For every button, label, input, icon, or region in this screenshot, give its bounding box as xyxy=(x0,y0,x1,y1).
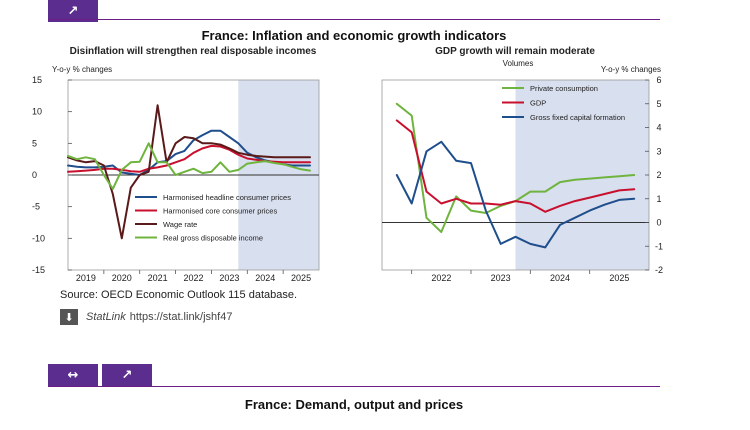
legend-label: Harmonised headline consumer prices xyxy=(163,193,291,202)
x-tick-label: 2022 xyxy=(431,273,451,283)
figure-title: France: Inflation and economic growth in… xyxy=(201,28,507,43)
expand-table-button[interactable]: ↗ xyxy=(102,364,152,386)
legend-label: Wage rate xyxy=(163,220,197,229)
y-tick-label: 10 xyxy=(32,107,42,117)
statlink[interactable]: ⬇ StatLink https://stat.link/jshf47 xyxy=(60,309,232,325)
series-line xyxy=(395,140,636,249)
series-line xyxy=(67,142,311,190)
chart-subtitle: Volumes xyxy=(503,59,534,68)
statlink-url[interactable]: https://stat.link/jshf47 xyxy=(129,311,233,323)
legend-label: Real gross disposable income xyxy=(163,234,263,243)
x-tick-label: 2020 xyxy=(112,273,132,283)
figure-top-rule xyxy=(48,19,660,20)
y-tick-label: 1 xyxy=(656,194,661,204)
y-tick-label: 6 xyxy=(656,75,661,85)
y-tick-label: 2 xyxy=(656,170,661,180)
table-title: France: Demand, output and prices xyxy=(244,397,464,412)
y-tick-label: 5 xyxy=(32,138,37,148)
y-tick-label: -10 xyxy=(32,233,45,243)
x-tick-label: 2021 xyxy=(148,273,168,283)
y-tick-label: -5 xyxy=(32,202,40,212)
y-tick-label: 0 xyxy=(32,170,37,180)
legend-label: Harmonised core consumer prices xyxy=(163,207,277,216)
series-line xyxy=(395,119,636,213)
chart-title: Disinflation will strengthen real dispos… xyxy=(70,46,317,57)
expand-figure-button[interactable]: ↗ xyxy=(48,0,98,22)
y-tick-label: 15 xyxy=(32,75,42,85)
series-line xyxy=(67,104,311,240)
y-tick-label: 5 xyxy=(656,99,661,109)
download-icon[interactable]: ⬇ xyxy=(60,309,78,325)
x-tick-label: 2023 xyxy=(491,273,511,283)
swap-view-button[interactable]: ↔ xyxy=(48,364,98,386)
x-tick-label: 2025 xyxy=(291,273,311,283)
charts-canvas: Disinflation will strengthen real dispos… xyxy=(32,46,663,283)
section-rule xyxy=(48,386,660,387)
x-tick-label: 2022 xyxy=(183,273,203,283)
y-tick-label: -1 xyxy=(655,241,663,251)
x-tick-label: 2024 xyxy=(255,273,275,283)
legend-label: GDP xyxy=(530,99,546,108)
swap-icon: ↔ xyxy=(67,367,79,383)
y-tick-label: -2 xyxy=(655,265,663,275)
expand-icon: ↗ xyxy=(121,367,133,383)
legend-label: Private consumption xyxy=(530,84,598,93)
x-tick-label: 2019 xyxy=(76,273,96,283)
statlink-label: StatLink xyxy=(86,311,126,323)
legend-label: Gross fixed capital formation xyxy=(530,113,625,122)
expand-icon: ↗ xyxy=(67,3,79,19)
y-axis-label: Y-o-y % changes xyxy=(52,65,112,74)
x-tick-label: 2023 xyxy=(219,273,239,283)
y-tick-label: 0 xyxy=(656,218,661,228)
y-axis-label: Y-o-y % changes xyxy=(601,65,661,74)
source-note: Source: OECD Economic Outlook 115 databa… xyxy=(60,289,298,301)
x-tick-label: 2025 xyxy=(609,273,629,283)
chart-title: GDP growth will remain moderate xyxy=(435,46,595,57)
y-tick-label: -15 xyxy=(32,265,45,275)
y-tick-label: 3 xyxy=(656,146,661,156)
y-tick-label: 4 xyxy=(656,123,661,133)
x-tick-label: 2024 xyxy=(550,273,570,283)
